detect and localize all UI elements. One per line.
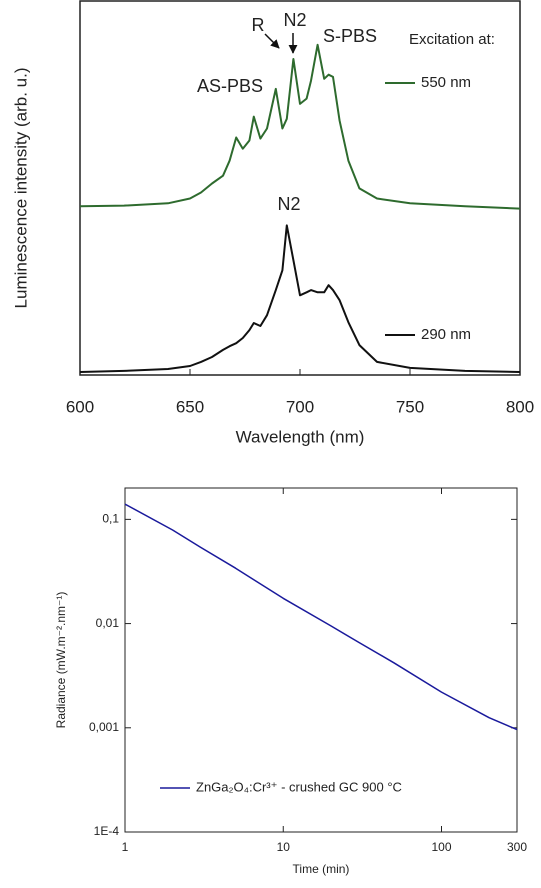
x-axis-label: Time (min) (293, 862, 350, 876)
series-line (79, 43, 521, 210)
y-tick-label: 0,1 (102, 512, 119, 526)
annotation: AS-PBS (197, 76, 263, 96)
annotation: N2 (277, 194, 300, 214)
x-tick-label: 650 (176, 397, 204, 416)
y-axis-label: Radiance (mW.m⁻².nm⁻¹) (54, 592, 68, 729)
annotation: R (252, 15, 265, 35)
y-tick-label: 0,01 (96, 616, 120, 630)
legend-label: 550 nm (421, 74, 471, 91)
x-tick-label: 10 (277, 840, 291, 854)
x-tick-label: 600 (66, 397, 94, 416)
plot-frame (124, 487, 518, 833)
annotation: S-PBS (323, 26, 377, 46)
legend-label: 290 nm (421, 326, 471, 343)
x-axis-label: Wavelength (nm) (236, 427, 365, 446)
series-line (124, 503, 518, 731)
y-axis-label: Luminescence intensity (arb. u.) (11, 68, 30, 309)
x-tick-label: 1 (122, 840, 129, 854)
series-line (79, 224, 521, 373)
annotation: N2 (283, 10, 306, 30)
legend-label: ZnGa₂O₄:Cr³⁺ - crushed GC 900 °C (196, 779, 402, 794)
x-tick-label: 800 (506, 397, 534, 416)
x-tick-label: 300 (507, 840, 527, 854)
legend-title: Excitation at: (409, 31, 495, 48)
y-tick-label: 1E-4 (94, 824, 120, 838)
x-tick-label: 700 (286, 397, 314, 416)
arrow (264, 33, 280, 49)
x-tick-label: 750 (396, 397, 424, 416)
plot-frame (79, 0, 521, 376)
y-tick-label: 0,001 (89, 720, 119, 734)
x-tick-label: 100 (431, 840, 451, 854)
